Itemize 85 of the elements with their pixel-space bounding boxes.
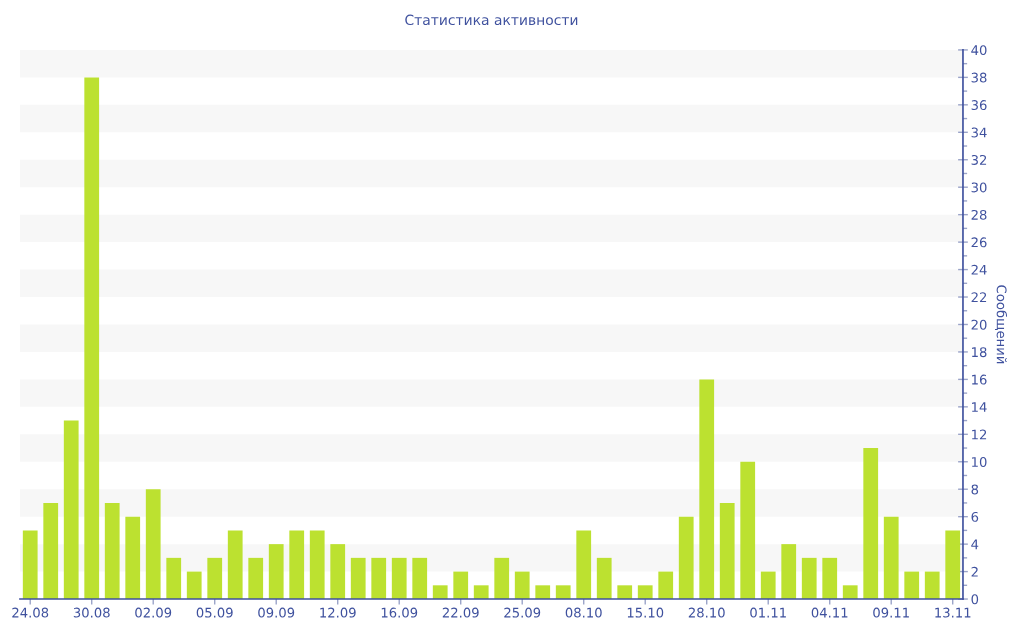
- bar: [330, 544, 346, 600]
- bar: [842, 585, 858, 600]
- x-tick-label: 08.10: [565, 607, 602, 618]
- y-tick-label: 4: [971, 539, 979, 550]
- bar: [535, 585, 551, 600]
- y-tick-label: 28: [971, 209, 987, 220]
- bar: [719, 502, 735, 600]
- x-tick-label: 28.10: [688, 607, 725, 618]
- bar: [350, 557, 366, 600]
- bar: [924, 571, 940, 600]
- y-tick-label: 6: [971, 511, 979, 522]
- bar: [514, 571, 530, 600]
- x-tick-label: 22.09: [442, 607, 479, 618]
- bar: [145, 489, 161, 600]
- bar: [555, 585, 571, 600]
- x-tick-label: 09.11: [873, 607, 909, 618]
- bar: [268, 544, 284, 600]
- y-tick-label: 34: [971, 127, 987, 138]
- bar: [658, 571, 674, 600]
- x-tick-label: 25.09: [504, 607, 541, 618]
- y-tick-label: 18: [972, 347, 987, 358]
- bar: [637, 585, 653, 600]
- x-tick-label: 04.11: [811, 607, 848, 618]
- y-tick-label: 0: [971, 594, 979, 605]
- bar: [432, 585, 448, 600]
- bar: [740, 461, 756, 600]
- bar: [412, 557, 428, 600]
- y-tick-label: 2: [971, 566, 978, 577]
- x-tick-label: 16.09: [381, 607, 418, 618]
- y-tick-label: 32: [971, 154, 987, 165]
- y-tick-label: 36: [971, 100, 987, 111]
- bar: [289, 530, 305, 600]
- bar: [248, 557, 264, 600]
- bar: [822, 557, 838, 600]
- bar: [678, 516, 694, 600]
- bar: [207, 557, 223, 600]
- x-tick-label: 12.09: [320, 607, 356, 618]
- y-tick-label: 38: [971, 72, 987, 83]
- x-tick-label: 01.11: [750, 607, 786, 618]
- chart-title: Статистика активности: [405, 14, 578, 26]
- bar: [453, 571, 469, 600]
- bar: [576, 530, 592, 600]
- y-tick-label: 26: [971, 237, 987, 248]
- bar: [617, 585, 633, 600]
- x-tick-label: 02.09: [135, 607, 172, 618]
- bar: [125, 516, 141, 600]
- y-tick-label: 24: [971, 264, 987, 275]
- x-tick-label: 05.09: [196, 607, 233, 618]
- bar: [699, 379, 715, 600]
- bar: [801, 557, 817, 600]
- bar: [186, 571, 202, 600]
- x-tick-label: 24.08: [12, 607, 49, 618]
- bar: [494, 557, 510, 600]
- bar: [391, 557, 407, 600]
- bar: [309, 530, 325, 600]
- bar: [22, 530, 38, 600]
- bar: [781, 544, 797, 600]
- bar: [596, 557, 612, 600]
- y-tick-label: 14: [972, 402, 987, 412]
- y-tick-label: 20: [971, 319, 987, 330]
- bar: [43, 502, 59, 600]
- bar: [166, 557, 182, 600]
- x-tick-label: 30.08: [73, 607, 110, 618]
- bar: [883, 516, 899, 600]
- bar: [371, 557, 387, 600]
- y-axis-title: Сообщений: [994, 285, 1008, 364]
- x-tick-label: 09.09: [258, 607, 295, 618]
- bar: [760, 571, 776, 600]
- y-tick-label: 40: [971, 45, 987, 56]
- y-tick-label: 8: [971, 484, 979, 495]
- bar: [473, 585, 489, 600]
- bar: [904, 571, 920, 600]
- x-tick-label: 15.10: [627, 607, 664, 618]
- y-tick-label: 10: [972, 456, 987, 467]
- bar: [227, 530, 243, 600]
- bar: [863, 448, 879, 600]
- bar: [63, 420, 79, 600]
- y-tick-label: 16: [972, 374, 987, 385]
- bar: [84, 77, 100, 600]
- y-tick-label: 30: [971, 182, 987, 193]
- y-tick-label: 22: [971, 292, 987, 303]
- bar: [945, 530, 961, 600]
- bar: [104, 502, 120, 600]
- x-tick-label: 13.11: [935, 607, 971, 618]
- y-tick-label: 12: [972, 429, 987, 440]
